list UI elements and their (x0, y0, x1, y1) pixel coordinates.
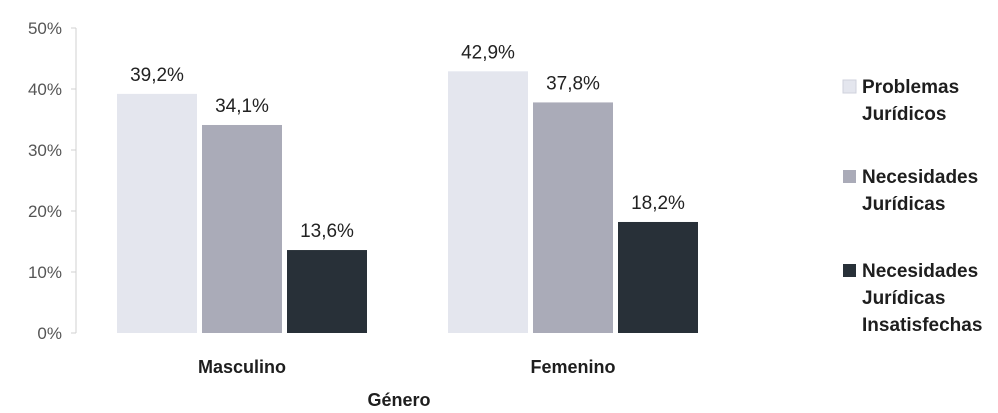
legend-swatch (842, 79, 857, 94)
data-label: 13,6% (300, 221, 354, 242)
legend-swatch (843, 170, 856, 183)
legend-label: Necesidades (862, 261, 978, 282)
data-label: 37,8% (546, 73, 600, 94)
legend-label: Problemas (862, 77, 959, 98)
bar-femenino-series-2 (533, 102, 613, 333)
y-tick-label: 10% (28, 263, 62, 282)
data-label: 39,2% (130, 65, 184, 86)
x-axis-title: Género (367, 390, 430, 410)
legend-label: Necesidades (862, 167, 978, 188)
bar-masculino-series-2 (202, 124, 282, 334)
y-tick-label: 0% (37, 324, 62, 343)
bars (117, 71, 698, 334)
legend-swatch (843, 264, 856, 277)
y-tick-label: 40% (28, 80, 62, 99)
category-label: Masculino (198, 357, 286, 377)
legend: Problemas Jurídicos Necesidades Jurídicas Ne… (842, 77, 982, 336)
data-label: 34,1% (215, 96, 269, 117)
bar-femenino-series-3 (618, 221, 698, 333)
bar-masculino-series-3 (287, 250, 367, 333)
y-axis-ticks: 0% 10% 20% 30% 40% 50% (28, 19, 76, 343)
legend-label: Jurídicos (862, 104, 946, 125)
legend-label: Jurídicas (862, 194, 945, 215)
y-tick-label: 50% (28, 19, 62, 38)
legend-label: Jurídicas (862, 288, 945, 309)
y-tick-label: 30% (28, 141, 62, 160)
data-label: 42,9% (461, 42, 515, 63)
data-labels: 39,2% 34,1% 13,6% 42,9% 37,8% 18,2% (130, 42, 685, 242)
bar-masculino-series-1 (117, 93, 197, 333)
category-label: Femenino (530, 357, 615, 377)
category-labels: Masculino Femenino (198, 357, 616, 377)
data-label: 18,2% (631, 193, 685, 214)
bar-femenino-series-1 (448, 71, 528, 333)
legend-label: Insatisfechas (862, 315, 982, 336)
y-tick-label: 20% (28, 202, 62, 221)
